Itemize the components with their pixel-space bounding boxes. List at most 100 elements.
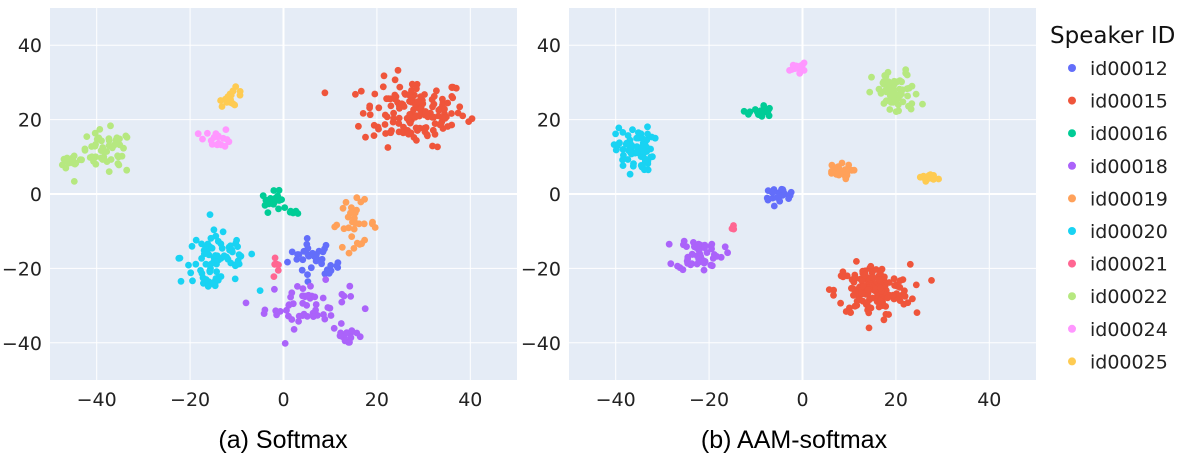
point-id00018	[310, 313, 317, 320]
point-id00019	[845, 161, 853, 169]
legend-marker-id00024	[1068, 324, 1076, 333]
point-id00020	[202, 244, 209, 252]
point-id00018	[272, 307, 280, 315]
point-id00016	[755, 111, 762, 118]
point-id00021	[270, 273, 278, 280]
point-id00015	[321, 89, 329, 97]
point-id00020	[644, 130, 651, 138]
point-id00012	[300, 247, 308, 255]
chart-panel-aam-softmax: −40 −20 0 20 40 −40 −20 0 20 40 (b) AAM-…	[521, 8, 1036, 454]
point-id00024	[199, 135, 206, 143]
point-id00022	[107, 122, 114, 130]
point-id00019	[338, 243, 346, 251]
x-tick-label: 0	[277, 389, 289, 411]
point-id00025	[930, 172, 937, 179]
point-id00012	[785, 195, 792, 203]
y-tick-label: 20	[18, 110, 42, 132]
x-tick-label: 20	[884, 389, 908, 411]
point-id00015	[865, 324, 873, 332]
x-ticks-aam-softmax: −40 −20 0 20 40	[596, 389, 1002, 411]
point-id00015	[866, 304, 873, 311]
point-id00015	[468, 115, 476, 123]
point-id00020	[616, 139, 623, 147]
point-id00015	[384, 144, 392, 151]
point-id00015	[444, 123, 452, 130]
point-id00020	[641, 158, 649, 166]
point-id00020	[256, 287, 264, 294]
point-id00020	[610, 141, 618, 149]
point-id00015	[390, 115, 397, 122]
legend-marker-id00015	[1068, 96, 1076, 105]
legend-label-id00022: id00022	[1090, 286, 1168, 308]
point-id00015	[395, 114, 403, 122]
legend-label-id00020: id00020	[1090, 221, 1168, 243]
point-id00020	[633, 149, 641, 157]
point-id00024	[786, 67, 793, 74]
point-id00019	[350, 225, 358, 233]
point-id00018	[261, 306, 269, 314]
point-id00020	[612, 146, 620, 154]
point-id00020	[232, 261, 240, 269]
point-id00019	[356, 241, 363, 248]
x-tick-label: 40	[977, 389, 1001, 411]
point-id00015	[359, 110, 367, 117]
point-id00015	[352, 90, 359, 98]
point-id00015	[880, 316, 888, 324]
point-id00019	[361, 236, 368, 244]
point-id00020	[627, 148, 634, 156]
point-id00022	[880, 78, 888, 85]
point-id00015	[390, 109, 397, 117]
point-id00018	[299, 292, 306, 300]
point-id00015	[896, 283, 904, 291]
y-tick-label: 0	[549, 184, 561, 206]
caption-softmax: (a) Softmax	[218, 426, 348, 454]
point-id00016	[762, 107, 769, 114]
point-id00020	[213, 268, 221, 276]
point-id00015	[413, 137, 420, 144]
point-id00018	[348, 327, 356, 334]
x-tick-label: −40	[596, 389, 636, 411]
point-id00015	[890, 275, 898, 283]
point-id00018	[683, 243, 690, 251]
point-id00015	[858, 277, 866, 284]
point-id00022	[880, 100, 888, 107]
point-id00022	[886, 106, 894, 113]
point-id00015	[357, 87, 365, 95]
point-id00015	[448, 93, 456, 100]
point-id00019	[850, 166, 858, 174]
point-id00016	[745, 111, 752, 118]
point-id00020	[629, 162, 637, 170]
y-tick-label: 20	[537, 110, 561, 132]
point-id00020	[187, 269, 195, 277]
point-id00012	[318, 260, 325, 268]
point-id00020	[619, 129, 627, 136]
point-id00015	[851, 302, 859, 310]
point-id00020	[626, 170, 634, 178]
point-id00019	[348, 204, 355, 212]
point-id00018	[322, 276, 330, 283]
point-id00019	[357, 198, 365, 206]
point-id00015	[383, 113, 391, 121]
point-id00012	[307, 264, 315, 272]
point-id00018	[665, 240, 673, 248]
point-id00020	[639, 135, 646, 142]
point-id00015	[391, 76, 399, 84]
point-id00015	[380, 72, 388, 80]
point-id00019	[339, 204, 347, 212]
point-id00022	[96, 125, 104, 133]
y-tick-label: −40	[521, 333, 561, 355]
point-id00022	[889, 90, 896, 98]
point-id00015	[398, 100, 406, 108]
point-id00018	[290, 326, 298, 333]
legend-title: Speaker ID	[1050, 23, 1175, 49]
point-id00015	[366, 111, 374, 119]
point-id00018	[324, 304, 332, 311]
point-id00015	[387, 102, 395, 110]
point-id00024	[797, 62, 804, 70]
y-ticks-aam-softmax: −40 −20 0 20 40	[521, 35, 561, 355]
point-id00015	[416, 105, 423, 113]
point-id00018	[340, 292, 348, 300]
point-id00019	[360, 220, 368, 228]
point-id00020	[633, 143, 641, 151]
y-ticks-softmax: −40 −20 0 20 40	[2, 35, 42, 355]
